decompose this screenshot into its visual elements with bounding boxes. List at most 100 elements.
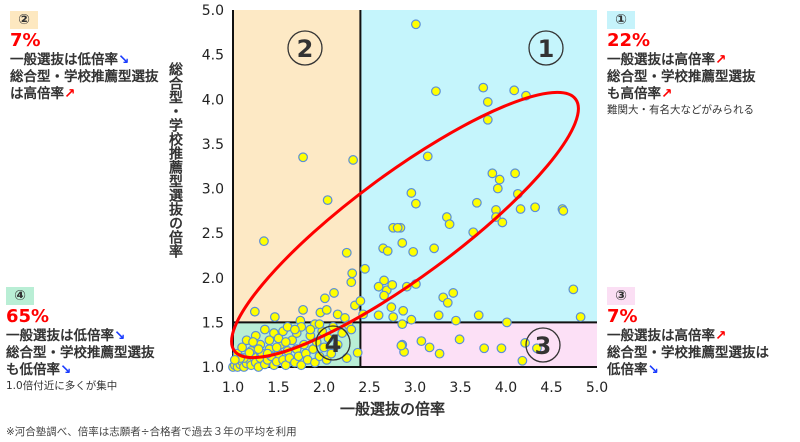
annotation-line: 総合型・学校推薦型選抜 xyxy=(10,69,159,85)
data-point xyxy=(396,340,407,351)
data-point xyxy=(355,296,366,306)
data-point xyxy=(319,342,329,353)
data-point xyxy=(406,314,417,325)
y-tick-label: 2.5 xyxy=(202,226,224,242)
arrow-up-icon: ↗ xyxy=(64,86,76,102)
arrow-up-icon: ↗ xyxy=(661,86,673,102)
y-tick-label: 3.5 xyxy=(202,137,224,153)
data-point xyxy=(296,360,307,371)
data-point xyxy=(448,288,459,298)
data-point xyxy=(259,324,270,335)
x-tick-label: 1.0 xyxy=(222,380,244,396)
annotation-line: 一般選抜は低倍率 xyxy=(10,52,118,68)
data-point xyxy=(431,86,441,97)
data-point xyxy=(248,337,258,347)
data-point xyxy=(298,152,308,163)
data-point xyxy=(411,198,421,209)
quadrant-percent: 65% xyxy=(6,306,50,327)
data-point xyxy=(322,195,333,206)
data-point xyxy=(347,268,358,279)
x-tick-label: 3.5 xyxy=(449,380,471,396)
annotation-line: 一般選抜は高倍率 xyxy=(607,52,715,68)
data-point xyxy=(416,336,427,347)
data-point xyxy=(411,19,421,30)
quadrant-2-area xyxy=(233,10,361,323)
x-tick-label: 4.5 xyxy=(540,380,562,396)
annotation-line: 一般選抜は低倍率 xyxy=(6,328,114,344)
annotation-line: 総合型・学校推薦型選抜 xyxy=(607,69,756,85)
annotation-quadrant-4: ④ 65% 一般選抜は低倍率↘ 総合型・学校推薦型選抜 も低倍率↘ 1.0倍付近… xyxy=(6,285,155,393)
data-point xyxy=(482,114,493,125)
data-point xyxy=(433,310,444,321)
quadrant-2-label: 2 xyxy=(297,35,314,63)
quadrant-badge: ③ xyxy=(607,287,635,305)
annotation-quadrant-3: ③ 7% 一般選抜は高倍率↗ 総合型・学校推薦型選抜は 低倍率↘ xyxy=(607,285,769,379)
quadrant-4-marker xyxy=(315,325,351,361)
data-point xyxy=(471,197,482,208)
highlight-ellipse xyxy=(230,90,580,360)
arrow-up-icon: ↗ xyxy=(715,328,727,344)
data-point xyxy=(298,304,308,315)
annotation-note: 1.0倍付近に多くが集中 xyxy=(6,380,118,392)
annotation-note: 難関大・有名大などがみられる xyxy=(607,104,754,116)
data-point xyxy=(478,82,489,93)
annotation-line: 総合型・学校推薦型選抜は xyxy=(607,345,769,361)
annotation-line: は高倍率 xyxy=(10,86,64,102)
data-point xyxy=(352,347,363,358)
arrow-up-icon: ↗ xyxy=(715,52,727,68)
x-tick-label: 2.5 xyxy=(358,380,380,396)
data-point xyxy=(568,284,579,295)
quadrant-3-area xyxy=(360,322,597,367)
data-point xyxy=(509,85,520,96)
data-point xyxy=(379,275,389,286)
data-point xyxy=(382,246,393,256)
x-tick-label: 4.0 xyxy=(495,380,517,396)
data-point xyxy=(454,334,465,345)
data-point xyxy=(408,246,419,257)
y-tick-label: 1.5 xyxy=(202,315,224,331)
footnote: ※河合塾調べ、倍率は志願者÷合格者で過去３年の平均を利用 xyxy=(6,426,297,438)
arrow-down-icon: ↘ xyxy=(647,362,659,378)
x-tick-label: 2.0 xyxy=(313,380,335,396)
data-point xyxy=(429,243,440,254)
data-point xyxy=(482,97,493,107)
data-point xyxy=(510,168,520,179)
annotation-quadrant-2: ② 7% 一般選抜は低倍率↘ 総合型・学校推薦型選抜 は高倍率↗ xyxy=(10,9,159,103)
data-point xyxy=(348,155,359,165)
y-tick-label: 4.5 xyxy=(202,48,224,64)
x-tick-label: 3.0 xyxy=(404,380,426,396)
quadrant-percent: 22% xyxy=(607,30,651,51)
data-point xyxy=(387,279,398,290)
data-point xyxy=(515,204,526,214)
x-axis-label: 一般選抜の倍率 xyxy=(340,400,446,418)
y-tick-label: 3.0 xyxy=(202,182,224,198)
data-point xyxy=(341,353,352,363)
data-point xyxy=(289,324,300,335)
data-point xyxy=(320,293,330,304)
data-point xyxy=(379,290,389,301)
quadrant-1-marker xyxy=(528,30,564,66)
data-point xyxy=(321,304,332,315)
arrow-down-icon: ↘ xyxy=(118,52,130,68)
data-point xyxy=(444,219,455,230)
data-point xyxy=(269,312,280,322)
quadrant-percent: 7% xyxy=(607,306,638,327)
data-point xyxy=(259,236,269,247)
y-tick-label: 5.0 xyxy=(202,3,224,19)
data-point xyxy=(398,305,409,316)
data-point xyxy=(575,312,586,322)
data-point xyxy=(229,354,240,365)
data-point xyxy=(424,342,435,353)
y-axis-label: 総合型・学校推薦型選抜の倍率 xyxy=(167,62,183,258)
data-point xyxy=(360,263,370,274)
data-point xyxy=(253,344,264,355)
data-point xyxy=(487,168,498,179)
data-point xyxy=(422,151,433,162)
data-point xyxy=(497,217,508,228)
data-point xyxy=(532,343,542,354)
data-point xyxy=(442,297,453,308)
quadrant-1-label: 1 xyxy=(538,35,555,63)
data-point xyxy=(517,355,528,366)
data-point xyxy=(341,247,352,258)
